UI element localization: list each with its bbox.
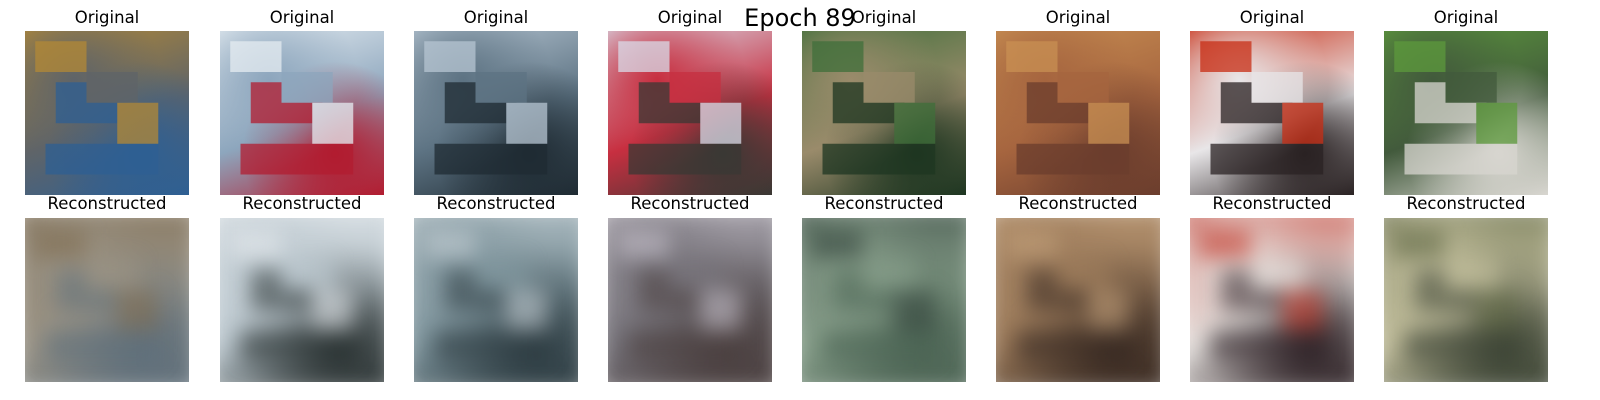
figure-title: Epoch 89 bbox=[744, 4, 856, 32]
reconstructed-image bbox=[414, 218, 578, 382]
pixel-pattern bbox=[618, 41, 742, 175]
original-title: Original bbox=[1433, 8, 1499, 27]
pixel-pattern bbox=[1006, 228, 1130, 362]
reconstructed-title: Reconstructed bbox=[1212, 194, 1332, 213]
original-title: Original bbox=[269, 8, 335, 27]
reconstructed-title: Reconstructed bbox=[47, 194, 167, 213]
original-image bbox=[220, 31, 384, 195]
reconstructed-title: Reconstructed bbox=[436, 194, 556, 213]
pixel-pattern bbox=[230, 228, 354, 362]
original-image bbox=[1384, 31, 1548, 195]
original-title: Original bbox=[1239, 8, 1305, 27]
original-image bbox=[802, 31, 966, 195]
pixel-pattern bbox=[812, 41, 936, 175]
pixel-pattern bbox=[812, 228, 936, 362]
pixel-pattern bbox=[1006, 41, 1130, 175]
pixel-pattern bbox=[1200, 41, 1324, 175]
reconstructed-image bbox=[802, 218, 966, 382]
original-title: Original bbox=[657, 8, 723, 27]
original-image bbox=[1190, 31, 1354, 195]
original-title: Original bbox=[1045, 8, 1111, 27]
original-image bbox=[25, 31, 189, 195]
reconstructed-title: Reconstructed bbox=[1406, 194, 1526, 213]
pixel-pattern bbox=[424, 228, 548, 362]
original-title: Original bbox=[74, 8, 140, 27]
pixel-pattern bbox=[1394, 41, 1518, 175]
reconstructed-image bbox=[1384, 218, 1548, 382]
pixel-pattern bbox=[35, 228, 159, 362]
pixel-pattern bbox=[618, 228, 742, 362]
original-image bbox=[414, 31, 578, 195]
pixel-pattern bbox=[1394, 228, 1518, 362]
original-title: Original bbox=[463, 8, 529, 27]
reconstructed-title: Reconstructed bbox=[824, 194, 944, 213]
reconstructed-image bbox=[608, 218, 772, 382]
reconstructed-title: Reconstructed bbox=[630, 194, 750, 213]
reconstructed-title: Reconstructed bbox=[1018, 194, 1138, 213]
reconstructed-title: Reconstructed bbox=[242, 194, 362, 213]
pixel-pattern bbox=[424, 41, 548, 175]
pixel-pattern bbox=[230, 41, 354, 175]
reconstructed-image bbox=[220, 218, 384, 382]
original-image bbox=[996, 31, 1160, 195]
original-image bbox=[608, 31, 772, 195]
original-title: Original bbox=[851, 8, 917, 27]
pixel-pattern bbox=[35, 41, 159, 175]
pixel-pattern bbox=[1200, 228, 1324, 362]
reconstructed-image bbox=[1190, 218, 1354, 382]
reconstructed-image bbox=[25, 218, 189, 382]
reconstructed-image bbox=[996, 218, 1160, 382]
